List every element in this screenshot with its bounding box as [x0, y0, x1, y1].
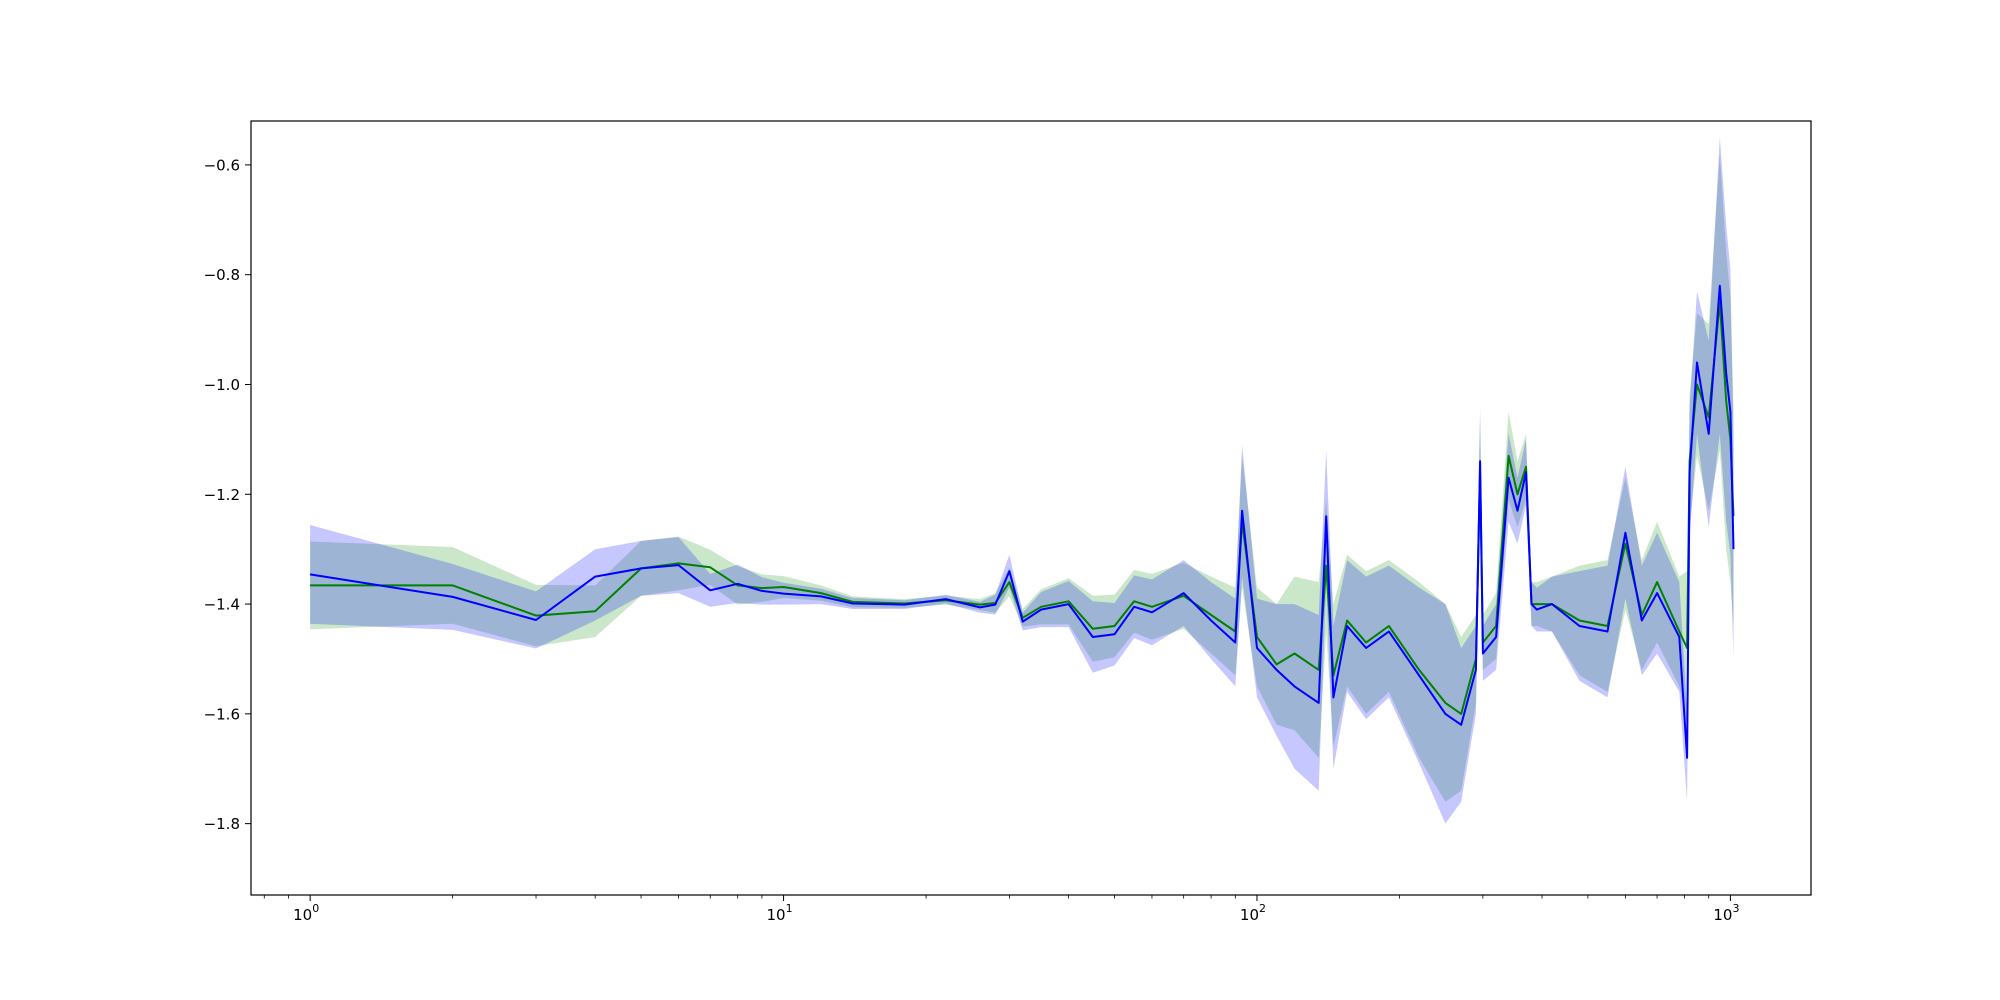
x-tick-label: 102 — [1240, 902, 1266, 924]
y-tick-label: −1.6 — [204, 705, 240, 723]
y-tick-label: −0.6 — [204, 156, 240, 174]
y-axis: −0.6 −0.8 −1.0 −1.2 −1.4 −1.6 −1.8 — [204, 156, 251, 833]
plot-area-frame — [250, 120, 1812, 896]
x-tick-base: 10 — [1713, 906, 1732, 924]
series-2-band — [310, 137, 1734, 824]
x-tick-base: 10 — [1240, 906, 1259, 924]
x-tick-label: 103 — [1713, 902, 1739, 924]
x-axis: 100 101 102 103 — [263, 895, 1739, 924]
x-tick-exponent: 3 — [1732, 902, 1739, 915]
x-tick-label: 101 — [767, 902, 793, 924]
x-tick-exponent: 0 — [312, 902, 319, 915]
y-tick-label: −1.8 — [204, 815, 240, 833]
x-tick-base: 10 — [293, 906, 312, 924]
y-tick-label: −0.8 — [204, 266, 240, 284]
y-tick-label: −1.2 — [204, 486, 240, 504]
y-tick-label: −1.4 — [204, 596, 240, 614]
x-tick-exponent: 2 — [1259, 902, 1266, 915]
x-tick-exponent: 1 — [786, 902, 793, 915]
series-2-line — [309, 284, 1735, 759]
x-tick-label: 100 — [293, 902, 319, 924]
series-lines — [309, 284, 1735, 759]
y-tick-label: −1.0 — [204, 376, 240, 394]
x-tick-base: 10 — [767, 906, 786, 924]
